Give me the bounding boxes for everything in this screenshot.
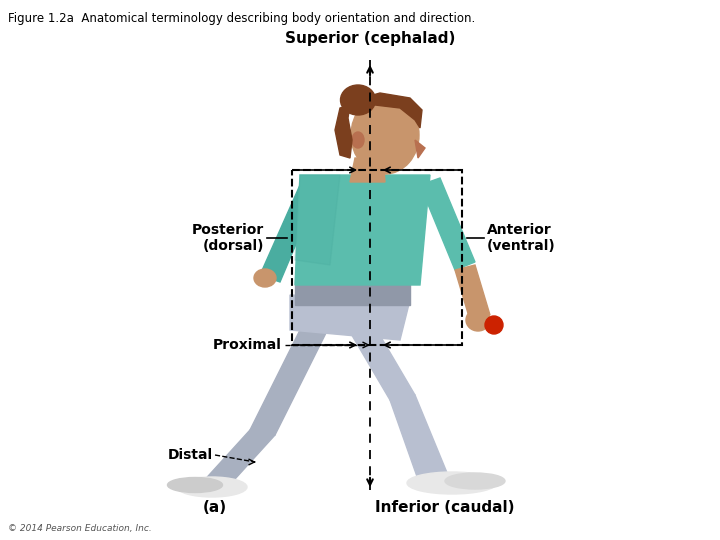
Ellipse shape bbox=[351, 96, 419, 174]
Polygon shape bbox=[295, 175, 340, 265]
Ellipse shape bbox=[168, 477, 222, 492]
Text: Distal: Distal bbox=[168, 448, 213, 462]
Polygon shape bbox=[335, 105, 352, 158]
Bar bbox=[292, 170, 462, 345]
Text: © 2014 Pearson Education, Inc.: © 2014 Pearson Education, Inc. bbox=[8, 524, 152, 533]
Polygon shape bbox=[455, 265, 490, 320]
Text: Anterior
(ventral): Anterior (ventral) bbox=[487, 223, 556, 253]
Polygon shape bbox=[260, 185, 318, 282]
Ellipse shape bbox=[466, 309, 490, 331]
Ellipse shape bbox=[485, 316, 503, 334]
Text: Figure 1.2a  Anatomical terminology describing body orientation and direction.: Figure 1.2a Anatomical terminology descr… bbox=[8, 12, 475, 25]
Polygon shape bbox=[420, 178, 475, 270]
Ellipse shape bbox=[352, 132, 364, 148]
Polygon shape bbox=[415, 140, 425, 158]
Polygon shape bbox=[390, 395, 450, 485]
Text: (a): (a) bbox=[203, 501, 227, 516]
Text: Proximal: Proximal bbox=[213, 338, 282, 352]
Ellipse shape bbox=[407, 472, 497, 494]
Polygon shape bbox=[350, 158, 385, 182]
Ellipse shape bbox=[341, 85, 376, 115]
Polygon shape bbox=[348, 93, 422, 128]
Text: Inferior (caudal): Inferior (caudal) bbox=[375, 501, 515, 516]
Polygon shape bbox=[340, 310, 415, 400]
Polygon shape bbox=[295, 280, 410, 305]
Polygon shape bbox=[290, 295, 410, 340]
Polygon shape bbox=[250, 320, 330, 435]
Ellipse shape bbox=[254, 269, 276, 287]
Polygon shape bbox=[295, 175, 430, 285]
Text: Superior (cephalad): Superior (cephalad) bbox=[285, 30, 455, 45]
Ellipse shape bbox=[445, 473, 505, 489]
Ellipse shape bbox=[177, 477, 247, 497]
Polygon shape bbox=[200, 430, 275, 490]
Text: Posterior
(dorsal): Posterior (dorsal) bbox=[192, 223, 264, 253]
